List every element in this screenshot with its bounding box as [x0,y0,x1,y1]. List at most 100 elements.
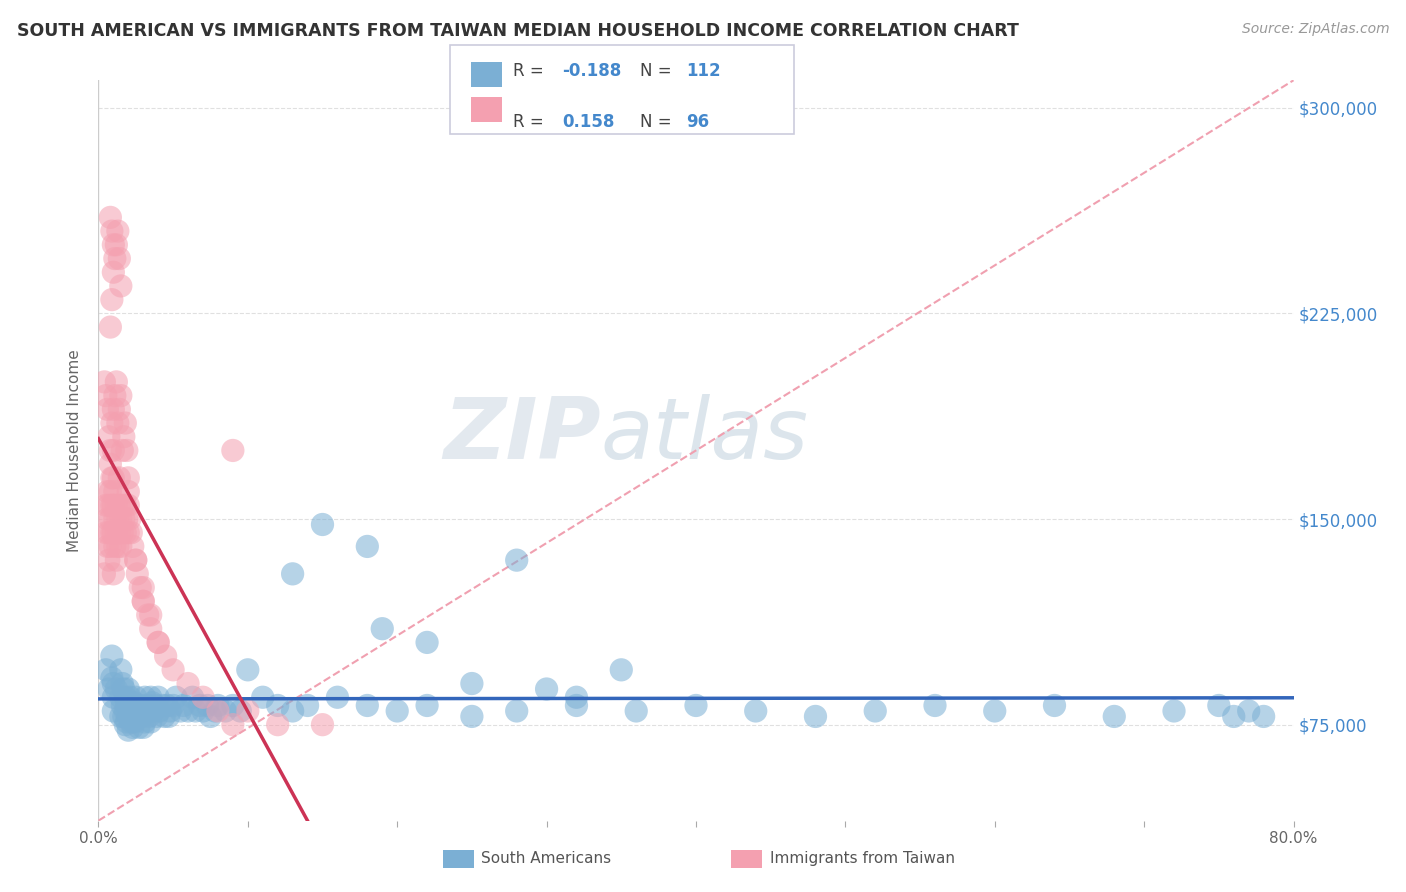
Point [107,416,129,430]
Point [97,525,120,540]
Point [115,443,138,458]
Text: ZIP: ZIP [443,394,600,477]
Point [156,698,179,713]
Point [128,720,150,734]
Point [139,607,162,622]
Point [101,471,124,485]
Y-axis label: Median Household Income: Median Household Income [67,349,83,552]
Point [145,709,167,723]
Point [105,375,128,389]
Point [165,690,187,705]
Point [131,709,153,723]
Point [610,663,633,677]
Point [104,484,127,499]
Point [461,676,484,690]
Point [93,375,115,389]
Point [129,698,152,713]
Point [153,709,176,723]
Point [110,279,132,293]
Point [107,540,129,554]
Point [105,553,128,567]
Text: 112: 112 [686,62,721,79]
Point [101,416,124,430]
Point [159,704,181,718]
Point [101,671,124,685]
Point [311,717,333,731]
Point [115,512,138,526]
Point [103,498,125,512]
Point [125,553,148,567]
Point [536,681,558,696]
Point [207,704,229,718]
Point [117,484,139,499]
Point [97,681,120,696]
Point [252,690,274,705]
Point [105,681,128,696]
Point [94,663,117,677]
Point [132,581,155,595]
Text: South Americans: South Americans [481,852,612,866]
Point [129,581,152,595]
Point [191,690,214,705]
Point [127,566,149,581]
Point [222,443,245,458]
Point [371,622,394,636]
Point [177,704,200,718]
Point [565,698,588,713]
Point [114,717,136,731]
Point [1237,704,1260,718]
Point [112,681,135,696]
Point [461,709,484,723]
Point [104,512,127,526]
Point [155,649,177,664]
Point [111,498,134,512]
Point [103,265,125,279]
Point [110,512,132,526]
Point [148,635,170,649]
Text: Source: ZipAtlas.com: Source: ZipAtlas.com [1241,22,1389,37]
Point [1104,709,1126,723]
Point [184,704,207,718]
Point [416,635,439,649]
Point [94,525,117,540]
Point [148,635,170,649]
Point [139,714,162,729]
Point [565,690,588,705]
Point [117,498,139,512]
Point [127,698,149,713]
Point [149,704,172,718]
Point [94,389,117,403]
Point [104,540,127,554]
Point [104,252,127,266]
Point [134,690,156,705]
Text: atlas: atlas [600,394,808,477]
Point [132,704,155,718]
Point [111,525,134,540]
Point [136,607,159,622]
Point [141,696,163,710]
Point [120,525,142,540]
Point [162,663,184,677]
Point [118,512,141,526]
Point [108,402,131,417]
Point [236,663,259,677]
Point [114,498,136,512]
Point [110,663,132,677]
Point [117,471,139,485]
Point [108,498,131,512]
Text: N =: N = [640,113,676,131]
Point [96,540,118,554]
Point [148,690,170,705]
Point [112,430,135,444]
Point [101,649,124,664]
Point [197,698,219,713]
Point [125,709,148,723]
Point [267,698,290,713]
Point [200,709,222,723]
Point [222,717,245,731]
Point [105,525,128,540]
Point [101,224,124,238]
Point [97,498,120,512]
Point [115,714,138,729]
Point [105,498,128,512]
